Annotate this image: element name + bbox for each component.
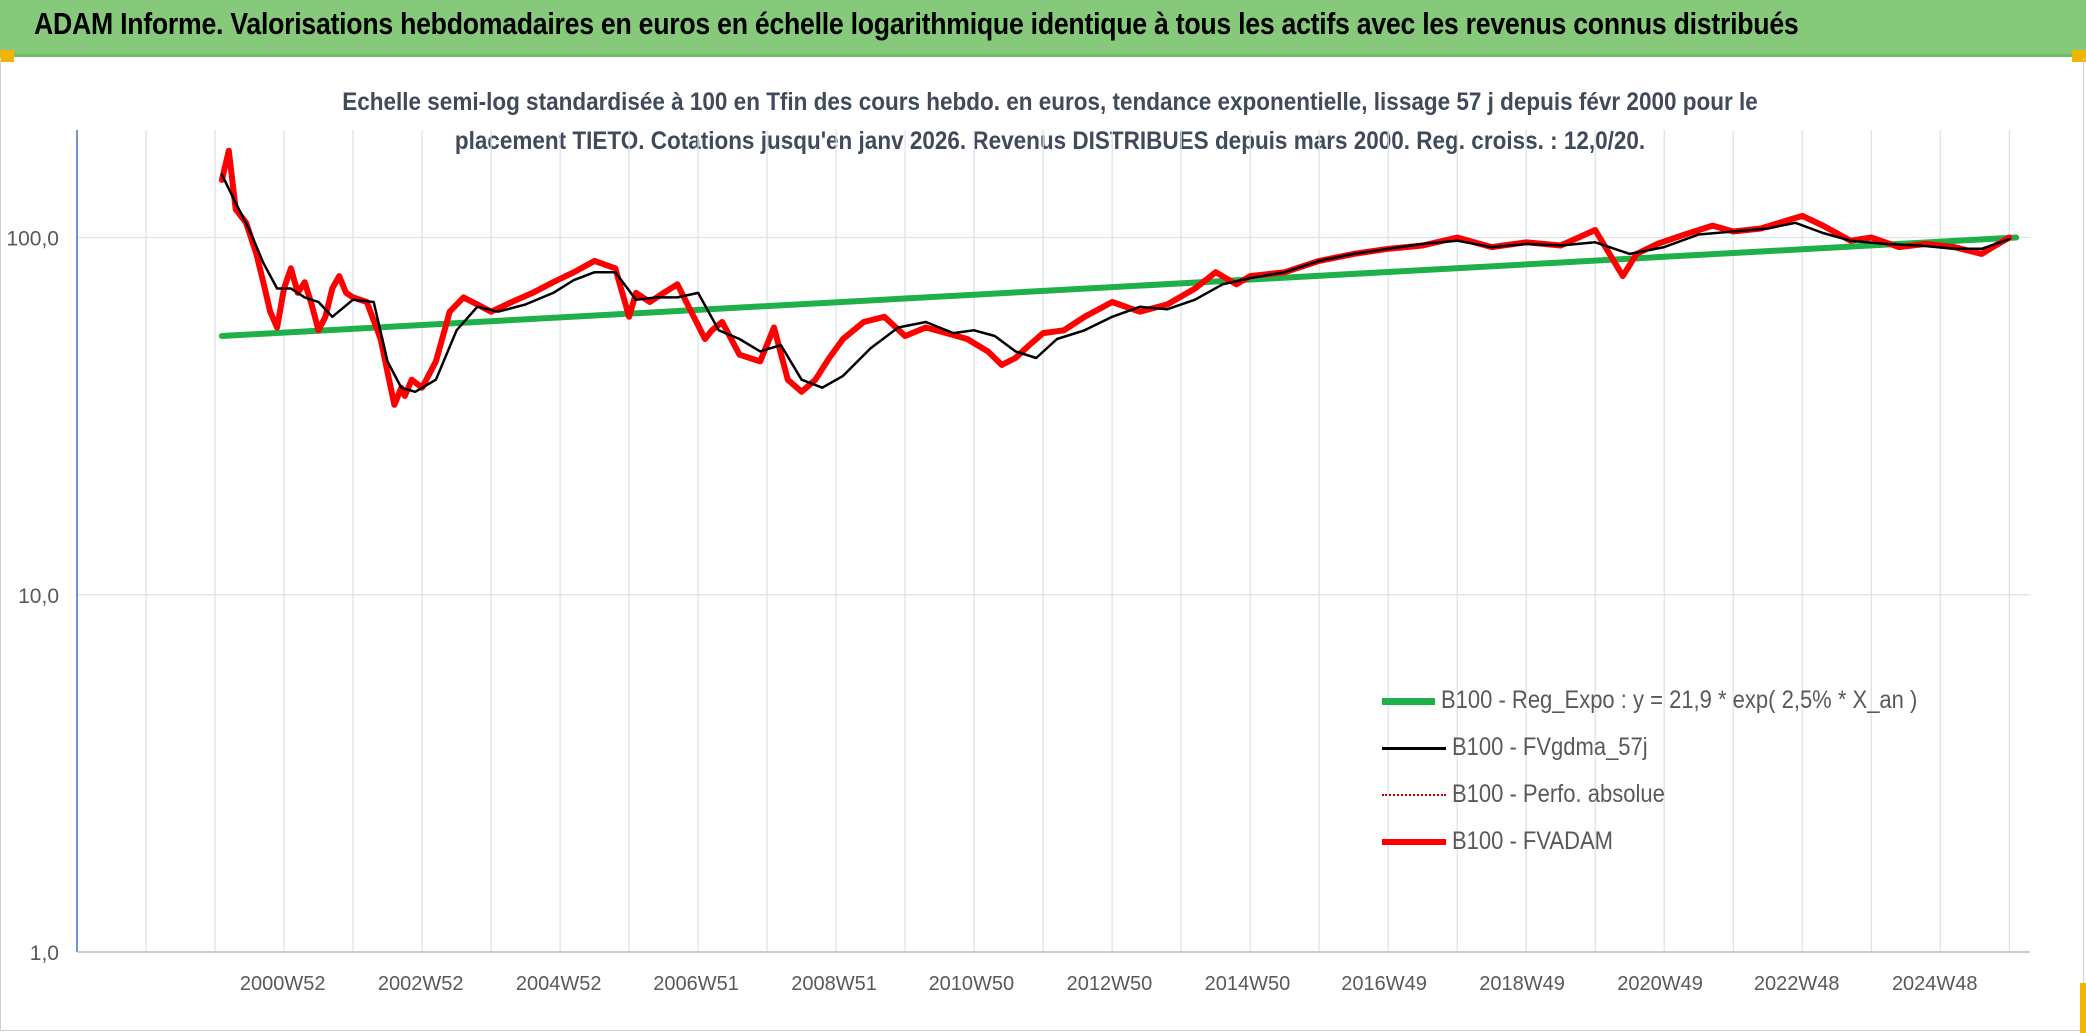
legend-label-fvgdma: B100 - FVgdma_57j bbox=[1452, 733, 1648, 761]
legend-label-perfo: B100 - Perfo. absolue bbox=[1452, 780, 1665, 808]
legend-item-fvadam: B100 - FVADAM bbox=[1382, 818, 1982, 865]
x-tick-label: 2020W49 bbox=[1617, 973, 1703, 995]
y-tick-label: 1,0 bbox=[30, 942, 59, 965]
legend-label-reg-expo: B100 - Reg_Expo : y = 21,9 * exp( 2,5% *… bbox=[1440, 686, 1918, 714]
legend-item-fvgdma: B100 - FVgdma_57j bbox=[1382, 724, 1982, 771]
x-tick-label: 2002W52 bbox=[378, 973, 464, 995]
legend-swatch-fvadam bbox=[1382, 833, 1446, 851]
series-fvadam-line bbox=[218, 147, 2013, 408]
series-fvgdma-line bbox=[220, 173, 2011, 394]
x-tick-label: 2004W52 bbox=[516, 973, 602, 995]
corner-marker-bottom-right bbox=[2080, 983, 2086, 1033]
corner-marker-left bbox=[0, 50, 14, 62]
chart-frame bbox=[0, 57, 2084, 1031]
legend-swatch-perfo bbox=[1382, 786, 1446, 804]
x-tick-label: 2006W51 bbox=[653, 973, 739, 995]
series-reg-expo-line bbox=[218, 234, 2020, 339]
x-tick-label: 2014W50 bbox=[1205, 973, 1291, 995]
header-band bbox=[0, 0, 2086, 57]
y-tick-label: 10,0 bbox=[18, 585, 59, 608]
legend-label-fvadam: B100 - FVADAM bbox=[1452, 827, 1613, 855]
x-tick-label: 2008W51 bbox=[791, 973, 877, 995]
x-tick-label: 2012W50 bbox=[1067, 973, 1153, 995]
x-tick-label: 2022W48 bbox=[1754, 973, 1840, 995]
legend-item-reg-expo: B100 - Reg_Expo : y = 21,9 * exp( 2,5% *… bbox=[1382, 677, 1982, 724]
x-tick-label: 2018W49 bbox=[1479, 973, 1565, 995]
corner-marker-right bbox=[2072, 50, 2086, 62]
y-tick-label: 100,0 bbox=[6, 228, 59, 251]
x-tick-label: 2000W52 bbox=[240, 973, 326, 995]
page-title: ADAM Informe. Valorisations hebdomadaire… bbox=[34, 6, 1799, 41]
x-tick-label: 2016W49 bbox=[1341, 973, 1427, 995]
chart-title-line1: Echelle semi-log standardisée à 100 en T… bbox=[342, 88, 1758, 116]
legend-swatch-fvgdma bbox=[1382, 739, 1446, 757]
x-tick-label: 2010W50 bbox=[929, 973, 1015, 995]
legend-item-perfo: B100 - Perfo. absolue bbox=[1382, 771, 1982, 818]
x-tick-label: 2024W48 bbox=[1892, 973, 1978, 995]
legend: B100 - Reg_Expo : y = 21,9 * exp( 2,5% *… bbox=[1382, 677, 1982, 865]
legend-swatch-reg-expo bbox=[1382, 692, 1435, 710]
chart-title-line2: placement TIETO. Cotations jusqu'en janv… bbox=[454, 127, 1646, 155]
